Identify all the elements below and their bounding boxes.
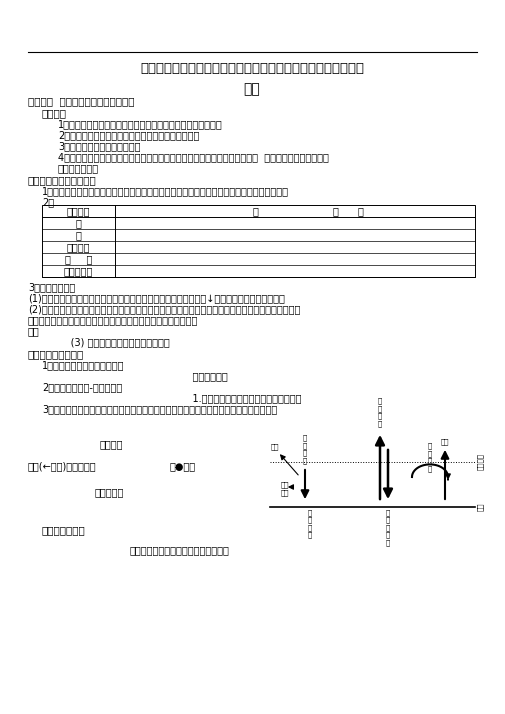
Text: 用: 用 [332,206,338,216]
Text: 十级图，地面＿＿＿＿＿＿＿＿＿＿＿: 十级图，地面＿＿＿＿＿＿＿＿＿＿＿ [130,545,230,555]
Text: 氧: 氧 [76,230,81,240]
Text: 大气(←地面)吸太阳辐射: 大气(←地面)吸太阳辐射 [28,461,96,471]
Text: 氮: 氮 [76,218,81,228]
Text: 上。: 上。 [28,326,40,336]
Text: 一、大气圈的组成与结构: 一、大气圈的组成与结构 [28,175,97,185]
Text: 一太阳辐射。: 一太阳辐射。 [80,371,228,381]
Text: (1)＿＿＿＿＿＿＿＿＿＿＿＿＿＿＿＿对流层；气温随高度增加而↓；空气量著；天气现象复杂: (1)＿＿＿＿＿＿＿＿＿＿＿＿＿＿＿＿对流层；气温随高度增加而↓；空气量著；天气… [28,293,285,303]
Text: 二、大气的受热过程: 二、大气的受热过程 [28,349,84,359]
Text: 作: 作 [357,206,363,216]
Text: 反射: 反射 [271,443,279,450]
Text: 3．大气垂直分布: 3．大气垂直分布 [28,282,75,292]
Text: 第二单元从地球圈层看地理环境第二节大气圈与天气、气候学案: 第二单元从地球圈层看地理环境第二节大气圈与天气、气候学案 [140,62,364,75]
Text: 地
面
辐
射: 地 面 辐 射 [428,442,432,472]
Text: 作: 作 [252,206,258,216]
Text: 大气
辐射: 大气 辐射 [281,482,289,496]
Text: 大气层界: 大气层界 [477,453,484,471]
Text: 大
气
辐
射: 大 气 辐 射 [378,398,382,427]
Text: ＿●地面: ＿●地面 [170,461,196,471]
Text: 导学: 导学 [243,82,261,96]
Text: 2、绘制简单示意图，理解大气热力环流的形成过程。: 2、绘制简单示意图，理解大气热力环流的形成过程。 [58,130,199,140]
Text: 地面: 地面 [477,503,484,511]
Bar [42,205,475,277]
Text: 地
面
辐
射: 地 面 辐 射 [308,509,312,538]
Text: 太
阳
辐
射: 太 阳 辐 射 [303,435,307,464]
Text: 第一课时  大气的受热过程及水平运动: 第一课时 大气的受热过程及水平运动 [28,96,134,106]
Text: 3．意义：降低了白天的最高气温；升高＿＿＿＿了晚上的最低气温；降低了气温的日较差: 3．意义：降低了白天的最高气温；升高＿＿＿＿了晚上的最低气温；降低了气温的日较差 [42,404,277,414]
Text: 4、通过大气热力环流的基本原理解释城市热岛效应、海陆热力环流等现象。  学习重难点：大气的运动: 4、通过大气热力环流的基本原理解释城市热岛效应、海陆热力环流等现象。 学习重难点… [58,152,329,162]
Text: 等级知识梳理。: 等级知识梳理。 [58,163,99,173]
Text: 臭     氧: 臭 氧 [65,254,92,264]
Text: 1．低层大气的组成包括：＿＿＿＿＿＿＿＿＿＿＿、＿＿＿＿＿＿＿＿＿＿＿、＿＿＿＿＿＿: 1．低层大气的组成包括：＿＿＿＿＿＿＿＿＿＿＿、＿＿＿＿＿＿＿＿＿＿＿、＿＿＿＿… [42,186,289,196]
Text: 2．大气保温作用-地面辐射：: 2．大气保温作用-地面辐射： [42,382,122,392]
Text: 地面辐射: 地面辐射 [100,439,124,449]
Text: 大
气
逆
辐
射: 大 气 逆 辐 射 [386,509,390,546]
Text: 大气成分: 大气成分 [67,206,90,216]
Text: 1、阅读示意图说明大气受热过程、大气保温作用的基本原理。: 1、阅读示意图说明大气受热过程、大气保温作用的基本原理。 [58,119,223,129]
Text: (2)＿＿＿＿＿＿＿＿＿＿＿＿＿＿＿＿平流层；大气主要靠＿＿＿＿＿＿＿＿增温；气温随高度增加而: (2)＿＿＿＿＿＿＿＿＿＿＿＿＿＿＿＿平流层；大气主要靠＿＿＿＿＿＿＿＿增温；气… [28,304,300,314]
Text: 三、大气的运动: 三、大气的运动 [42,525,86,535]
Text: 1．吸收：具有＿＿＿＿＿＿＿: 1．吸收：具有＿＿＿＿＿＿＿ [42,360,125,370]
Text: 1.大气逆辐射：补偿地面辐射损失的热量: 1.大气逆辐射：补偿地面辐射损失的热量 [80,393,301,403]
Text: 2．: 2． [42,197,54,207]
Text: ＿＿＿＿＿＿＿＿＿＿＿＿＿＿＿＿。大气以＿＿＿＿＿＿＿＿为: ＿＿＿＿＿＿＿＿＿＿＿＿＿＿＿＿。大气以＿＿＿＿＿＿＿＿为 [28,315,198,325]
Text: 3、理解大气水平运动的成因。: 3、理解大气水平运动的成因。 [58,141,140,151]
Text: 水汽和杂质: 水汽和杂质 [64,266,93,276]
Text: 二氧化碳: 二氧化碳 [67,242,90,252]
Text: 学习目标: 学习目标 [42,108,67,118]
Text: (3) 高层大气；电离层反射无线电波: (3) 高层大气；电离层反射无线电波 [55,337,170,347]
Text: 大气逆辐射: 大气逆辐射 [95,487,124,497]
Text: 反射: 反射 [441,438,449,445]
